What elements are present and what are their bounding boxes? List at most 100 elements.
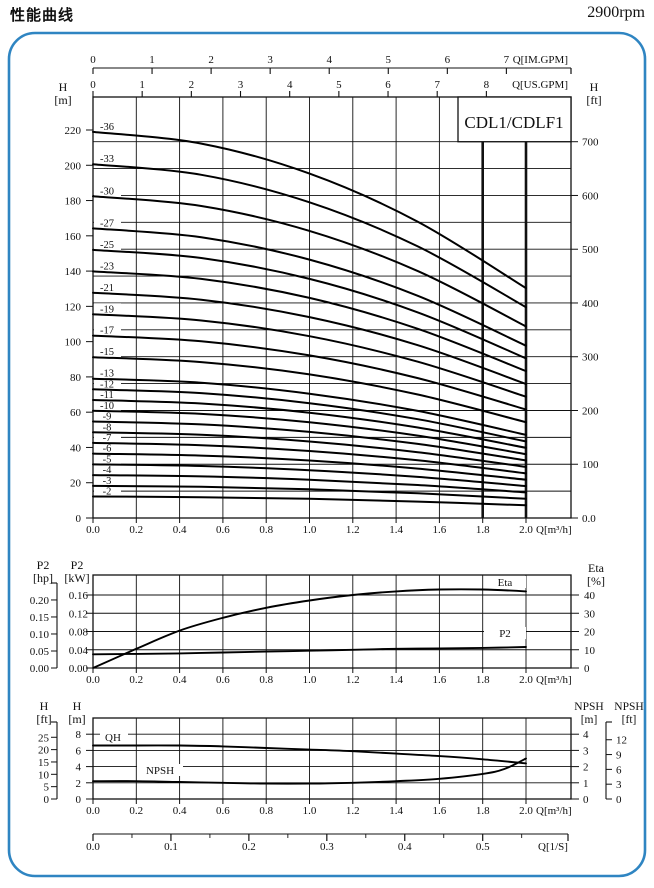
q-axis-label-mid: Q[m³/h] bbox=[536, 674, 572, 686]
hp-tick-label: 0.05 bbox=[30, 646, 50, 658]
bh-ft-tick-label: 5 bbox=[44, 782, 50, 794]
model-label: CDL1/CDLF1 bbox=[464, 113, 563, 132]
p2-label-patch bbox=[484, 627, 526, 639]
curve--13 bbox=[92, 377, 527, 436]
curve-label-patch bbox=[94, 120, 121, 133]
kw-tick-label: 0.12 bbox=[69, 608, 88, 620]
ls-tick-label: 0.3 bbox=[320, 841, 334, 853]
bh-m-tick-label: 2 bbox=[76, 778, 82, 790]
curve-label-patch bbox=[94, 410, 121, 423]
curve-p2 bbox=[92, 646, 527, 656]
curve--21 bbox=[92, 291, 527, 385]
hp-tick-label: 0.10 bbox=[30, 629, 50, 641]
ls-tick-label: 0.1 bbox=[164, 841, 178, 853]
q-tick-label-bot: 1.6 bbox=[433, 805, 447, 817]
curve-label-patch bbox=[94, 303, 121, 316]
q-tick-label-mid: 1.8 bbox=[476, 674, 490, 686]
h-m-tick-label: 200 bbox=[65, 160, 82, 172]
ls-axis-label: Q[1/S] bbox=[538, 841, 568, 853]
h-m-tick-label: 220 bbox=[65, 125, 82, 137]
h-m-tick-label: 140 bbox=[65, 266, 82, 278]
npsh-m-tick-label: 2 bbox=[583, 762, 589, 774]
curve--17 bbox=[92, 334, 527, 411]
us-gpm-tick-label: 2 bbox=[189, 79, 195, 91]
npsh-ft-tick-label: 6 bbox=[616, 764, 622, 776]
ls-tick-label: 0.5 bbox=[476, 841, 490, 853]
q-tick-label-bot: 1.8 bbox=[476, 805, 490, 817]
h-ft-tick-label: 500 bbox=[582, 244, 599, 256]
h-ft-axis-header: H bbox=[590, 80, 599, 94]
page-title: 性能曲线 bbox=[10, 6, 75, 24]
hp-tick-label: 0.00 bbox=[30, 663, 50, 675]
npsh-m-axis-header: NPSH bbox=[574, 701, 603, 713]
q-tick-label-mid: 0.4 bbox=[173, 674, 187, 686]
curve-label-patch bbox=[94, 238, 121, 251]
curve--4 bbox=[92, 474, 527, 494]
eta-tick-label: 10 bbox=[584, 645, 596, 657]
q-tick-label: 0.4 bbox=[173, 524, 187, 536]
curve-stage-label: -4 bbox=[103, 465, 112, 476]
bh-ft-tick-label: 0 bbox=[44, 794, 50, 806]
kw-tick-label: 0.16 bbox=[69, 590, 89, 602]
curve-label-patch bbox=[94, 442, 121, 455]
page-header: 性能曲线 2900rpm bbox=[0, 0, 654, 30]
npsh-m-tick-label: 0 bbox=[583, 794, 589, 806]
h-m-axis-header: [m] bbox=[54, 93, 71, 107]
bh-ft-axis-header: [ft] bbox=[36, 712, 51, 726]
kw-axis-header: [kW] bbox=[64, 571, 89, 585]
eta-axis-header: [%] bbox=[587, 574, 605, 588]
q-tick-label-bot: 2.0 bbox=[519, 805, 533, 817]
q-tick-label: 0.6 bbox=[216, 524, 230, 536]
us-gpm-tick-label: 0 bbox=[90, 79, 96, 91]
eta-axis-header: Eta bbox=[588, 561, 605, 575]
bh-m-tick-label: 0 bbox=[76, 794, 82, 806]
curve-label-patch bbox=[94, 185, 121, 198]
h-ft-tick-label: 300 bbox=[582, 352, 599, 364]
curve-stage-label: -10 bbox=[100, 401, 114, 412]
curve-stage-label: -33 bbox=[100, 154, 114, 165]
npsh-curve-label: NPSH bbox=[146, 765, 174, 777]
us-gpm-tick-label: 7 bbox=[434, 79, 440, 91]
kw-tick-label: 0.04 bbox=[69, 645, 89, 657]
curve--25 bbox=[92, 248, 527, 360]
curve--33 bbox=[92, 163, 527, 309]
im-gpm-tick-label: 5 bbox=[386, 54, 392, 66]
npsh-m-tick-label: 3 bbox=[583, 745, 589, 757]
npsh-ft-axis-header: NPSH bbox=[614, 701, 643, 713]
eta-curve-label: Eta bbox=[498, 577, 513, 589]
hp-axis-header: [hp] bbox=[33, 571, 53, 585]
q-tick-label: 0.8 bbox=[259, 524, 273, 536]
curve-stage-label: -12 bbox=[100, 379, 114, 390]
curve-stage-label: -7 bbox=[103, 433, 112, 444]
q-tick-label-mid: 1.6 bbox=[433, 674, 447, 686]
curve--30 bbox=[92, 195, 527, 328]
im-gpm-tick-label: 1 bbox=[149, 54, 155, 66]
curve-npsh bbox=[92, 757, 527, 785]
bh-ft-tick-label: 15 bbox=[38, 757, 50, 769]
curve--5 bbox=[92, 463, 527, 488]
curve-stage-label: -8 bbox=[103, 422, 112, 433]
curve--23 bbox=[92, 270, 527, 373]
h-m-axis-header: H bbox=[59, 80, 68, 94]
ls-tick-label: 0.4 bbox=[398, 841, 412, 853]
curve--7 bbox=[92, 441, 527, 475]
curve-label-patch bbox=[94, 281, 121, 294]
curve-qh bbox=[92, 744, 527, 765]
npsh-ft-tick-label: 12 bbox=[616, 735, 627, 747]
npsh-label-patch bbox=[137, 764, 183, 776]
curve-label-patch bbox=[94, 421, 121, 434]
im-gpm-tick-label: 0 bbox=[90, 54, 96, 66]
bh-ft-tick-label: 20 bbox=[38, 745, 50, 757]
h-ft-tick-label: 400 bbox=[582, 298, 599, 310]
q-tick-label-mid: 0.8 bbox=[259, 674, 273, 686]
curve-stage-label: -2 bbox=[103, 486, 112, 497]
bh-ft-tick-label: 10 bbox=[38, 769, 50, 781]
q-tick-label: 0.2 bbox=[129, 524, 143, 536]
q-tick-label: 1.0 bbox=[303, 524, 317, 536]
h-ft-axis-header: [ft] bbox=[586, 93, 601, 107]
curve-label-patch bbox=[94, 260, 121, 273]
eta-tick-label: 40 bbox=[584, 590, 596, 602]
eta-label-patch bbox=[484, 576, 526, 588]
curve-label-patch bbox=[94, 217, 121, 230]
